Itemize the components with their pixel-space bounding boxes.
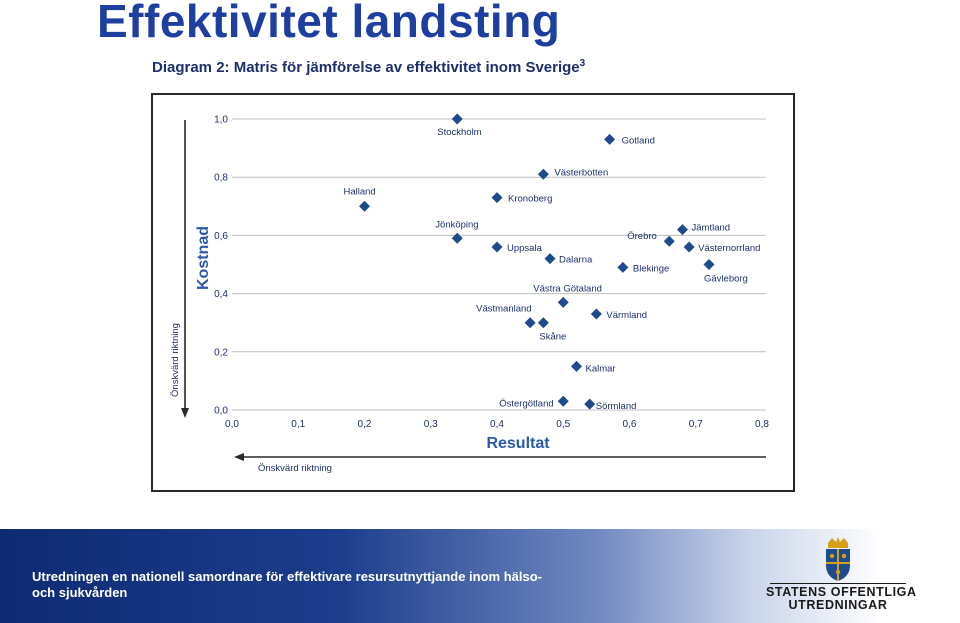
data-point <box>544 253 556 265</box>
data-point <box>683 241 695 253</box>
x-axis-title: Resultat <box>486 435 550 452</box>
y-tick-label: 1,0 <box>214 115 228 126</box>
data-point <box>584 398 596 410</box>
grid-layer <box>232 118 766 411</box>
data-point <box>537 317 549 329</box>
data-point <box>451 232 463 244</box>
data-point-label: Gävleborg <box>704 274 748 285</box>
data-point-label: Sörmland <box>596 401 637 412</box>
slide-title: Effektivitet landsting <box>97 0 561 47</box>
x-tick-label: 0,8 <box>755 419 769 430</box>
data-point-label: Jönköping <box>435 219 478 230</box>
chart-frame <box>151 93 795 492</box>
x-tick-label: 0,5 <box>556 419 570 430</box>
data-point-label: Västmanland <box>476 304 531 315</box>
data-point-label: Uppsala <box>507 243 543 254</box>
data-point-label: Kronoberg <box>508 194 552 205</box>
data-point-label: Värmland <box>606 310 647 321</box>
data-point <box>557 296 569 308</box>
crown-shield-icon <box>826 537 850 581</box>
data-point-label: Stockholm <box>437 127 481 138</box>
logo-line-2: UTREDNINGAR <box>788 598 888 612</box>
data-point <box>491 192 503 204</box>
y-direction-label: Önskvärd riktning <box>170 323 181 397</box>
y-tick-label: 0,0 <box>214 406 228 417</box>
logo-rule-top <box>770 583 906 584</box>
x-tick-label: 0,6 <box>623 419 637 430</box>
sou-logo: STATENS OFFENTLIGA UTREDNINGAR <box>766 535 917 617</box>
data-point-label: Blekinge <box>633 263 669 274</box>
x-direction-label: Önskvärd riktning <box>258 463 332 474</box>
data-point <box>524 317 536 329</box>
figure-title: Diagram 2: Matris för jämförelse av effe… <box>152 58 585 76</box>
data-point-label: Örebro <box>627 231 657 242</box>
data-point-label: Västernorrland <box>698 243 760 254</box>
x-tick-label: 0,7 <box>689 419 703 430</box>
y-direction-arrowhead <box>181 408 189 418</box>
data-point-label: Dalarna <box>559 255 593 266</box>
data-point <box>491 241 503 253</box>
point-layer: Stockholm Gotland Västerbotten Halland Krono… <box>344 113 760 412</box>
data-point <box>590 308 602 320</box>
logo-line-1: STATENS OFFENTLIGA <box>766 585 917 599</box>
data-point <box>663 235 675 247</box>
y-tick-label: 0,4 <box>214 289 228 300</box>
x-tick-label: 0,4 <box>490 419 504 430</box>
data-point <box>557 395 569 407</box>
data-point <box>677 224 688 236</box>
x-tick-label: 0,3 <box>424 419 438 430</box>
data-point <box>617 261 629 273</box>
x-tick-label: 0,1 <box>291 419 305 430</box>
data-point <box>571 360 582 372</box>
figure-title-footnote: 3 <box>579 58 586 69</box>
y-tick-label: 0,2 <box>214 347 228 358</box>
data-point <box>537 168 549 180</box>
footer-text: Utredningen en nationell samordnare för … <box>32 569 542 600</box>
y-axis-title: Kostnad <box>195 226 212 290</box>
x-tick-label: 0,2 <box>358 419 372 430</box>
data-point-label: Halland <box>344 186 376 197</box>
x-tick-label: 0,0 <box>225 419 239 430</box>
y-tick-label: 0,6 <box>214 231 228 242</box>
x-direction-arrowhead <box>234 453 244 461</box>
data-point-label: Gotland <box>622 135 655 146</box>
footer-bar: Utredningen en nationell samordnare för … <box>0 529 960 623</box>
y-tick-label: 0,8 <box>214 173 228 184</box>
data-point-label: Västerbotten <box>554 167 608 178</box>
tick-layer: 0,0 0,2 0,4 0,6 0,8 1,0 0,0 0,1 0,2 0,3 0,4 0,5 0,6 0… <box>214 115 769 431</box>
data-point <box>703 259 715 270</box>
data-point-label: Kalmar <box>586 363 616 374</box>
figure-title-text: Diagram 2: Matris för jämförelse av effe… <box>152 59 580 76</box>
data-point-label: Östergötland <box>499 398 553 409</box>
data-point <box>604 133 616 145</box>
data-point <box>359 200 370 212</box>
data-point-label: Skåne <box>539 332 566 343</box>
data-point-label: Jämtland <box>692 223 731 234</box>
data-point <box>451 113 463 125</box>
data-point-label: Västra Götaland <box>533 283 602 294</box>
